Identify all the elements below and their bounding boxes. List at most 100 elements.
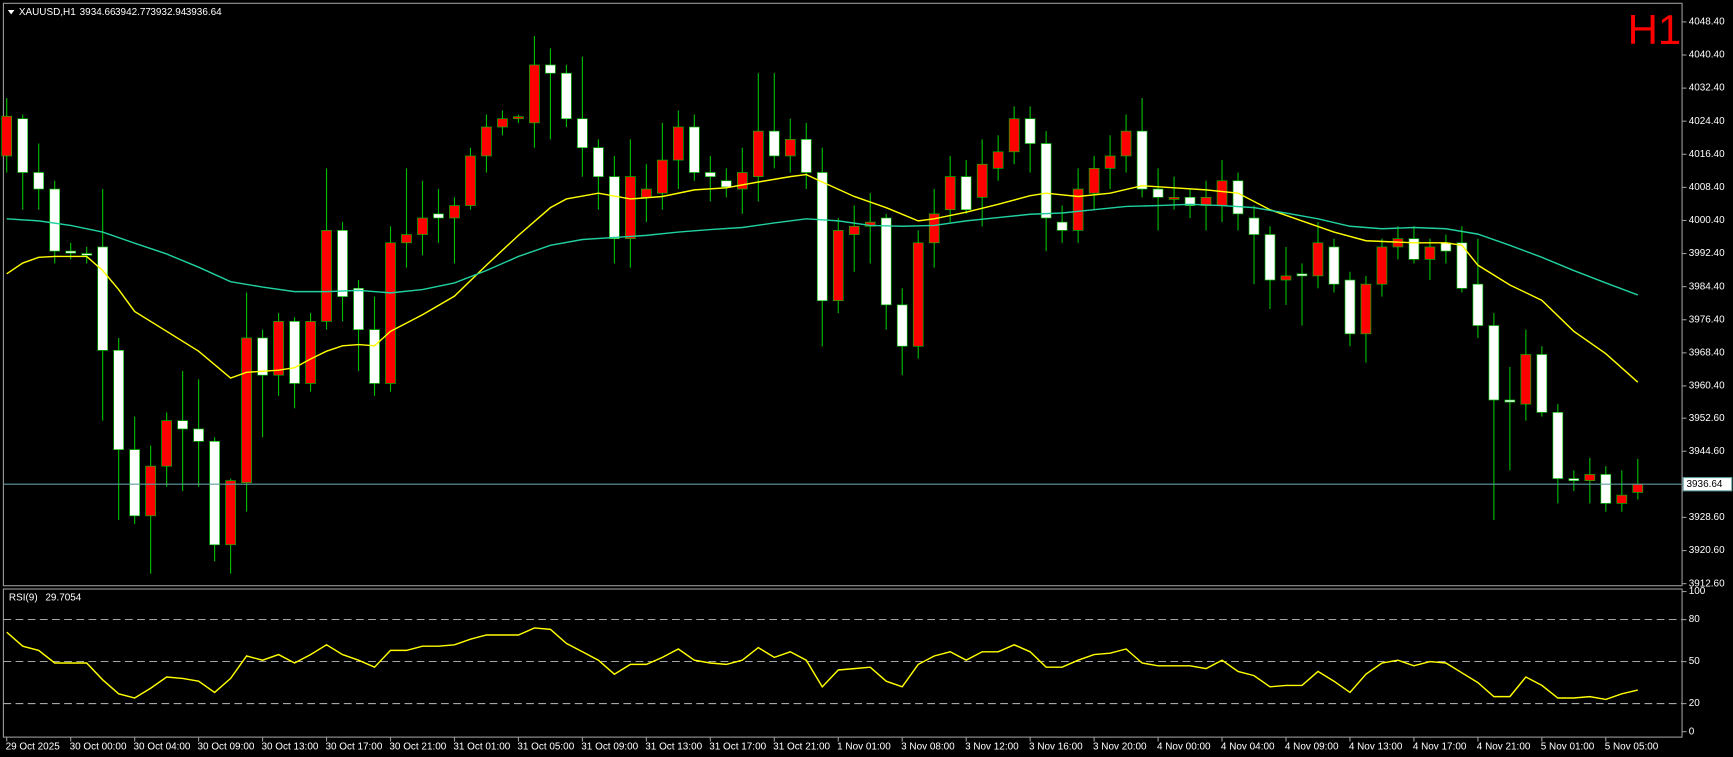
candle-body [1040, 143, 1052, 219]
x-tick-label: 29 Oct 2025 [6, 742, 61, 753]
candle-body [1168, 196, 1180, 200]
candle-body [1632, 483, 1644, 493]
ohlc-value: 3942.77 [115, 7, 151, 18]
candle-body [1600, 474, 1612, 504]
rsi-y-tick-label: 20 [1689, 698, 1701, 709]
candle-body [1520, 354, 1532, 405]
candle-body [1616, 494, 1628, 504]
x-tick-label: 31 Oct 13:00 [645, 742, 702, 753]
candle-body [752, 130, 764, 177]
ohlc-value: 3934.66 [80, 7, 116, 18]
candle-body [784, 139, 796, 157]
y-tick-label: 3944.60 [1689, 446, 1725, 457]
candle-body [1024, 118, 1036, 144]
candle-body [1216, 180, 1228, 206]
candle-body [689, 126, 700, 173]
candle-body [513, 116, 524, 120]
ohlc-value: 3936.64 [186, 7, 222, 18]
candle-body [1344, 279, 1356, 335]
y-tick-label: 3984.40 [1689, 281, 1725, 292]
y-tick-label: 4016.40 [1689, 149, 1725, 160]
symbol-title: XAUUSD,H1 [19, 7, 76, 18]
candle-body [241, 337, 252, 484]
rsi-y-tick-label: 50 [1689, 656, 1701, 667]
x-tick-label: 30 Oct 04:00 [134, 742, 191, 753]
candle-body [721, 180, 732, 188]
main-panel-frame [2, 2, 1683, 587]
x-tick-label: 3 Nov 16:00 [1029, 742, 1083, 753]
candle-body [625, 176, 636, 240]
candle-body [33, 172, 45, 190]
candle-body [577, 118, 588, 149]
candle-body [896, 304, 908, 347]
candle-body [705, 172, 716, 177]
candle-body [321, 230, 332, 322]
x-tick-label: 30 Oct 09:00 [198, 742, 255, 753]
timeframe-badge: H1 [1628, 6, 1682, 53]
candle-body [529, 64, 540, 124]
candle-body [1536, 354, 1548, 413]
y-tick-label: 3912.60 [1689, 578, 1725, 589]
rsi-y-tick-label: 100 [1689, 586, 1706, 597]
y-tick-label: 3928.60 [1689, 512, 1725, 523]
ohlc-value: 3932.94 [150, 7, 186, 18]
candle-body [337, 230, 348, 297]
moving-average-line [6, 203, 1639, 296]
candle-body [177, 420, 188, 430]
candle-body [545, 64, 556, 74]
candle-body [1184, 196, 1196, 206]
candle-body [1072, 188, 1084, 231]
candle-body [161, 420, 172, 467]
candle-body [1248, 217, 1260, 235]
current-price-label: 3936.64 [1686, 479, 1722, 490]
candle-body [81, 253, 92, 256]
x-tick-label: 4 Nov 13:00 [1349, 742, 1403, 753]
rsi-panel-frame [2, 588, 1683, 738]
candle-body [1568, 478, 1580, 481]
rsi-value: 29.7054 [45, 592, 81, 603]
x-tick-label: 5 Nov 05:00 [1605, 742, 1659, 753]
moving-average-line [6, 173, 1639, 383]
candle-body [1584, 474, 1596, 481]
y-tick-label: 3968.40 [1689, 347, 1725, 358]
x-tick-label: 1 Nov 01:00 [837, 742, 891, 753]
y-tick-label: 3920.60 [1689, 545, 1725, 556]
x-tick-label: 3 Nov 20:00 [1093, 742, 1147, 753]
candle-body [49, 188, 61, 252]
candle-body [992, 151, 1004, 169]
y-tick-label: 3992.40 [1689, 248, 1725, 259]
candle-body [1232, 180, 1244, 215]
candle-body [113, 350, 124, 450]
rsi-label: RSI(9) [9, 592, 38, 603]
x-tick-label: 4 Nov 17:00 [1413, 742, 1467, 753]
y-tick-label: 3976.40 [1689, 314, 1725, 325]
candle-body [97, 246, 108, 351]
candle-body [289, 321, 300, 384]
candle-body [353, 287, 364, 331]
candle-body [17, 118, 29, 173]
candle-body [1152, 188, 1164, 198]
candle-body [225, 480, 236, 546]
candle-body [257, 337, 268, 376]
candle-body [417, 217, 428, 235]
x-tick-label: 31 Oct 21:00 [773, 742, 830, 753]
candle-body [800, 139, 812, 173]
menu-arrow[interactable] [7, 9, 15, 15]
candle-body [1264, 234, 1276, 281]
candle-body [561, 72, 572, 120]
candle-body [1056, 221, 1068, 231]
current-price-box [1682, 477, 1733, 492]
x-tick-label: 4 Nov 00:00 [1157, 742, 1211, 753]
x-tick-label: 31 Oct 17:00 [709, 742, 766, 753]
candle-body [657, 159, 668, 194]
candle-body [1312, 242, 1324, 277]
x-tick-label: 4 Nov 04:00 [1221, 742, 1275, 753]
candle-body [401, 234, 412, 244]
x-tick-label: 5 Nov 01:00 [1541, 742, 1595, 753]
candle-body [193, 428, 204, 442]
candle-body [65, 250, 76, 254]
y-tick-label: 4048.40 [1689, 17, 1725, 28]
